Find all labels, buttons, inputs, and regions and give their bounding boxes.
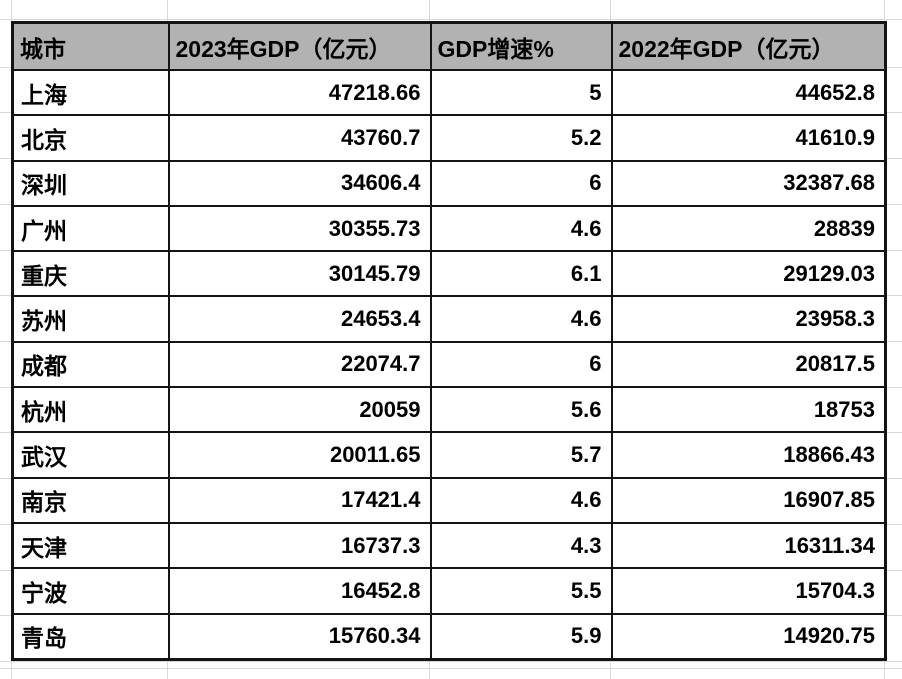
cell-city[interactable]: 广州 — [11, 204, 170, 253]
cell-city[interactable]: 苏州 — [11, 295, 170, 343]
cell-growth[interactable]: 5 — [429, 68, 613, 117]
cell-gdp2023[interactable]: 24653.4 — [167, 295, 432, 343]
cell-city[interactable]: 青岛 — [11, 612, 170, 661]
header-cell-gdp2022[interactable]: 2022年GDP（亿元） — [610, 21, 887, 71]
header-cell-city[interactable]: 城市 — [11, 21, 170, 71]
cell-gdp2022[interactable]: 29129.03 — [610, 250, 887, 298]
cell-growth[interactable]: 4.6 — [429, 295, 613, 343]
cell-growth[interactable]: 5.5 — [429, 567, 613, 615]
cell-gdp2023[interactable]: 22074.7 — [167, 340, 432, 389]
table-row: 上海 47218.66 5 44652.8 — [11, 68, 887, 117]
table-row: 宁波 16452.8 5.5 15704.3 — [11, 567, 887, 615]
cell-gdp2022[interactable]: 20817.5 — [610, 340, 887, 389]
cell-gdp2022[interactable]: 14920.75 — [610, 612, 887, 661]
table-row: 北京 43760.7 5.2 41610.9 — [11, 114, 887, 162]
cell-growth[interactable]: 6 — [429, 340, 613, 389]
cell-city[interactable]: 宁波 — [11, 567, 170, 615]
table-row: 深圳 34606.4 6 32387.68 — [11, 159, 887, 207]
gridline-horizontal — [0, 668, 902, 669]
table-row: 杭州 20059 5.6 18753 — [11, 386, 887, 434]
cell-gdp2022[interactable]: 28839 — [610, 204, 887, 253]
table-row: 武汉 20011.65 5.7 18866.43 — [11, 431, 887, 479]
gridline-horizontal — [0, 19, 902, 20]
header-cell-growth[interactable]: GDP增速% — [429, 21, 613, 71]
cell-city[interactable]: 北京 — [11, 114, 170, 162]
cell-gdp2023[interactable]: 15760.34 — [167, 612, 432, 661]
header-row: 城市 2023年GDP（亿元） GDP增速% 2022年GDP（亿元） — [11, 21, 887, 71]
cell-city[interactable]: 上海 — [11, 68, 170, 117]
cell-growth[interactable]: 5.2 — [429, 114, 613, 162]
cell-gdp2022[interactable]: 15704.3 — [610, 567, 887, 615]
cell-growth[interactable]: 4.6 — [429, 204, 613, 253]
table-row: 天津 16737.3 4.3 16311.34 — [11, 521, 887, 570]
table-row: 南京 17421.4 4.6 16907.85 — [11, 476, 887, 524]
cell-city[interactable]: 天津 — [11, 521, 170, 570]
gridline-horizontal — [0, 661, 902, 662]
cell-gdp2022[interactable]: 18753 — [610, 386, 887, 434]
cell-gdp2023[interactable]: 43760.7 — [167, 114, 432, 162]
cell-growth[interactable]: 5.9 — [429, 612, 613, 661]
cell-gdp2022[interactable]: 18866.43 — [610, 431, 887, 479]
cell-gdp2023[interactable]: 20059 — [167, 386, 432, 434]
cell-gdp2023[interactable]: 20011.65 — [167, 431, 432, 479]
cell-growth[interactable]: 6 — [429, 159, 613, 207]
cell-gdp2023[interactable]: 30355.73 — [167, 204, 432, 253]
cell-city[interactable]: 南京 — [11, 476, 170, 524]
cell-gdp2023[interactable]: 16737.3 — [167, 521, 432, 570]
table-body: 上海 47218.66 5 44652.8 北京 43760.7 5.2 41610.9 深圳 3… — [11, 68, 887, 661]
cell-gdp2022[interactable]: 16311.34 — [610, 521, 887, 570]
table-row: 成都 22074.7 6 20817.5 — [11, 340, 887, 389]
cell-gdp2023[interactable]: 47218.66 — [167, 68, 432, 117]
cell-city[interactable]: 深圳 — [11, 159, 170, 207]
cell-gdp2023[interactable]: 16452.8 — [167, 567, 432, 615]
cell-growth[interactable]: 5.6 — [429, 386, 613, 434]
cell-city[interactable]: 重庆 — [11, 250, 170, 298]
cell-gdp2023[interactable]: 30145.79 — [167, 250, 432, 298]
cell-growth[interactable]: 6.1 — [429, 250, 613, 298]
cell-gdp2022[interactable]: 41610.9 — [610, 114, 887, 162]
cell-gdp2022[interactable]: 16907.85 — [610, 476, 887, 524]
cell-gdp2022[interactable]: 23958.3 — [610, 295, 887, 343]
cell-growth[interactable]: 4.6 — [429, 476, 613, 524]
header-cell-gdp2023[interactable]: 2023年GDP（亿元） — [167, 21, 432, 71]
table-row: 重庆 30145.79 6.1 29129.03 — [11, 250, 887, 298]
cell-gdp2022[interactable]: 32387.68 — [610, 159, 887, 207]
city-gdp-table: 城市 2023年GDP（亿元） GDP增速% 2022年GDP（亿元） 上海 47… — [11, 21, 887, 661]
cell-gdp2023[interactable]: 17421.4 — [167, 476, 432, 524]
cell-city[interactable]: 成都 — [11, 340, 170, 389]
cell-growth[interactable]: 5.7 — [429, 431, 613, 479]
cell-city[interactable]: 杭州 — [11, 386, 170, 434]
cell-city[interactable]: 武汉 — [11, 431, 170, 479]
cell-gdp2022[interactable]: 44652.8 — [610, 68, 887, 117]
table-row: 苏州 24653.4 4.6 23958.3 — [11, 295, 887, 343]
cell-growth[interactable]: 4.3 — [429, 521, 613, 570]
cell-gdp2023[interactable]: 34606.4 — [167, 159, 432, 207]
table-row: 广州 30355.73 4.6 28839 — [11, 204, 887, 253]
table-row: 青岛 15760.34 5.9 14920.75 — [11, 612, 887, 661]
